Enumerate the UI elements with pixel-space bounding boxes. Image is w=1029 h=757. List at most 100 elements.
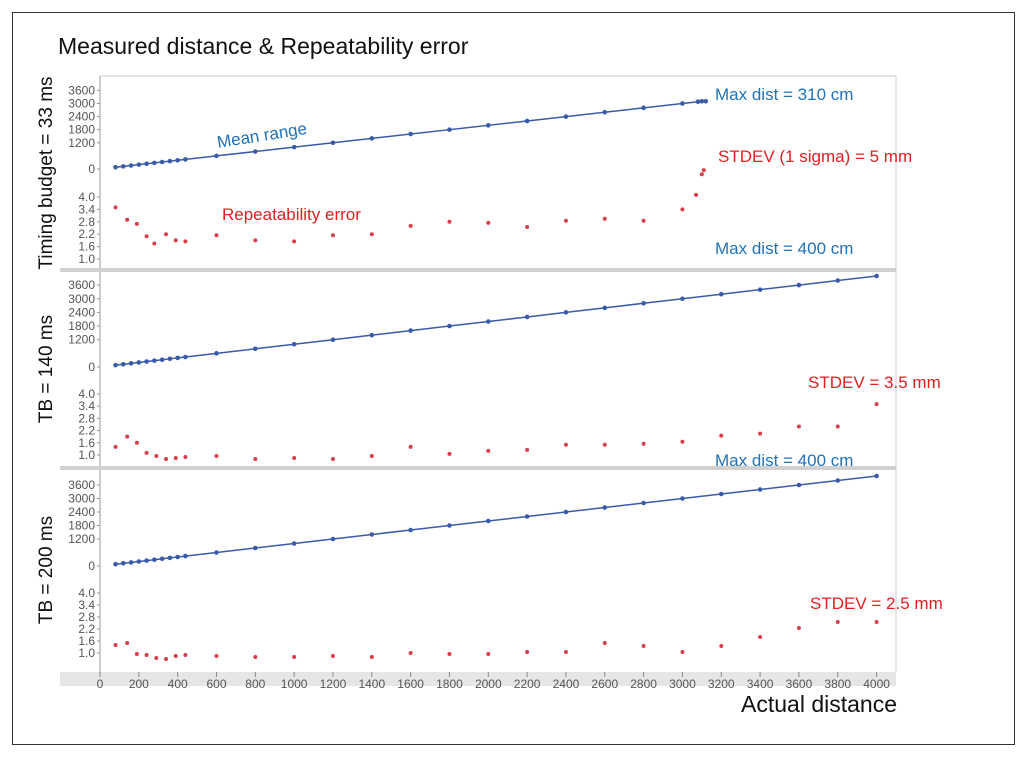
mean-range-point bbox=[152, 160, 157, 166]
repeatability-error-point bbox=[408, 651, 413, 655]
mean-range-point bbox=[680, 101, 685, 106]
x-axis-tick-label: 3400 bbox=[747, 677, 774, 691]
mean-range-point bbox=[874, 473, 879, 479]
repeatability-error-point bbox=[214, 654, 219, 658]
repeatability-error-point bbox=[144, 653, 149, 657]
error-axis-tick-label: 1.0 bbox=[78, 646, 95, 660]
mean-range-point bbox=[524, 314, 530, 320]
mean-range-point bbox=[695, 99, 701, 105]
repeatability-error-point bbox=[164, 657, 169, 661]
mean-range-point bbox=[175, 554, 180, 560]
repeatability-error-point bbox=[486, 652, 491, 656]
x-axis-tick-label: 2400 bbox=[553, 677, 580, 691]
error-axis-tick-label: 4.0 bbox=[78, 387, 95, 401]
repeatability-error-point bbox=[602, 641, 607, 645]
mean-range-point bbox=[447, 127, 452, 132]
repeatability-error-point bbox=[330, 457, 335, 461]
mean-range-point bbox=[641, 301, 646, 306]
mean-axis-tick-label: 0 bbox=[88, 559, 95, 573]
mean-range-point bbox=[120, 164, 126, 169]
repeatability-error-point bbox=[835, 620, 840, 624]
panel-axis-label: Timing budget = 33 ms bbox=[36, 76, 57, 269]
panel-divider bbox=[60, 268, 896, 272]
mean-range-point bbox=[128, 560, 134, 565]
mean-axis-tick-label: 1200 bbox=[68, 136, 95, 150]
mean-range-point bbox=[175, 157, 180, 163]
max-distance-annotation: Max dist = 400 cm bbox=[715, 451, 853, 470]
mean-range-point bbox=[183, 157, 188, 162]
mean-range-point bbox=[144, 161, 149, 167]
mean-range-point bbox=[330, 337, 336, 343]
mean-range-point bbox=[369, 532, 375, 537]
mean-range-point bbox=[128, 361, 134, 366]
mean-range-point bbox=[524, 118, 530, 124]
error-axis-tick-label: 2.8 bbox=[78, 411, 95, 425]
repeatability-error-point bbox=[113, 205, 118, 210]
repeatability-error-point bbox=[183, 454, 188, 459]
x-axis-tick-label: 3000 bbox=[669, 677, 696, 691]
repeatability-error-point bbox=[641, 218, 646, 223]
mean-range-point bbox=[167, 356, 173, 362]
mean-range-point bbox=[291, 341, 297, 347]
repeatability-error-point bbox=[486, 220, 491, 225]
mean-axis-tick-label: 3000 bbox=[68, 492, 95, 506]
repeatability-error-point bbox=[835, 424, 840, 429]
max-distance-annotation: Max dist = 400 cm bbox=[715, 239, 853, 258]
repeatability-error-point bbox=[486, 448, 491, 453]
error-axis-tick-label: 1.0 bbox=[78, 252, 95, 266]
x-axis-tick-label: 400 bbox=[168, 677, 188, 691]
repeatability-error-point bbox=[719, 644, 724, 648]
mean-range-point bbox=[120, 561, 126, 566]
mean-range-point bbox=[602, 305, 608, 311]
x-axis-tick-label: 2000 bbox=[475, 677, 502, 691]
mean-axis-tick-label: 3600 bbox=[68, 478, 95, 492]
repeatability-error-point bbox=[447, 219, 452, 224]
repeatability-error-point bbox=[292, 655, 297, 659]
repeatability-error-point bbox=[408, 444, 413, 449]
mean-axis-tick-label: 2400 bbox=[68, 505, 95, 519]
repeatability-error-point bbox=[563, 650, 568, 654]
mean-range-point bbox=[113, 362, 118, 368]
error-axis-tick-label: 1.6 bbox=[78, 240, 95, 254]
x-axis-tick-label: 2600 bbox=[591, 677, 618, 691]
mean-range-point bbox=[136, 162, 142, 167]
repeatability-error-point bbox=[719, 433, 724, 438]
mean-range-point bbox=[408, 328, 413, 333]
repeatability-error-point bbox=[144, 450, 149, 455]
x-axis-tick-label: 1200 bbox=[320, 677, 347, 691]
x-axis-tick-label: 800 bbox=[245, 677, 265, 691]
mean-range-point bbox=[214, 550, 219, 555]
mean-range-point bbox=[874, 273, 879, 279]
repeatability-error-point bbox=[292, 455, 297, 460]
mean-range-point bbox=[330, 536, 336, 542]
mean-range-point bbox=[214, 153, 219, 159]
repeatability-error-point bbox=[796, 424, 801, 429]
mean-range-point bbox=[144, 558, 149, 563]
mean-range-point bbox=[563, 114, 569, 119]
error-axis-tick-label: 3.4 bbox=[78, 202, 95, 216]
repeatability-error-point bbox=[680, 650, 685, 654]
mean-range-point bbox=[641, 500, 646, 506]
repeatability-error-point bbox=[641, 441, 646, 446]
repeatability-error-point bbox=[563, 442, 568, 447]
mean-range-point bbox=[253, 149, 258, 154]
mean-range-line bbox=[115, 475, 877, 565]
panel-3: 0120018002400300036001.01.62.22.83.44.0T… bbox=[36, 451, 943, 661]
mean-range-point bbox=[408, 527, 413, 533]
mean-range-point bbox=[563, 509, 569, 515]
mean-axis-tick-label: 0 bbox=[88, 360, 95, 374]
repeatability-error-point bbox=[134, 652, 139, 656]
repeatability-error-point bbox=[602, 216, 607, 221]
repeatability-error-point bbox=[758, 635, 763, 639]
mean-range-point bbox=[113, 561, 118, 567]
mean-range-point bbox=[330, 140, 336, 146]
repeatability-error-point bbox=[447, 451, 452, 456]
plot-background bbox=[100, 76, 896, 672]
repeatability-error-point bbox=[173, 455, 178, 460]
mean-axis-tick-label: 1800 bbox=[68, 123, 95, 137]
stdev-annotation: STDEV (1 sigma) = 5 mm bbox=[718, 147, 912, 166]
repeatability-error-point bbox=[125, 434, 130, 439]
error-axis-tick-label: 3.4 bbox=[78, 598, 95, 612]
x-axis-tick-label: 3800 bbox=[824, 677, 851, 691]
mean-range-point bbox=[485, 123, 491, 128]
